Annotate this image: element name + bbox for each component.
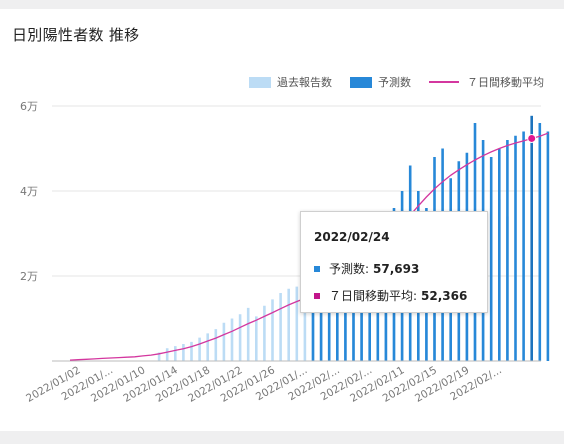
past-report-bar[interactable] bbox=[295, 286, 299, 361]
tooltip-forecast-value: 57,693 bbox=[373, 261, 420, 276]
legend-label-moving-average: ７日間移動平均 bbox=[467, 76, 544, 89]
forecast-bar[interactable] bbox=[506, 140, 509, 361]
past-report-bar[interactable] bbox=[238, 314, 242, 361]
legend-label-forecast: 予測数 bbox=[378, 76, 411, 89]
legend-swatch-past bbox=[249, 76, 271, 88]
past-report-bar[interactable] bbox=[255, 316, 258, 361]
chart-title: 日別陽性者数 推移 bbox=[12, 26, 140, 44]
forecast-bar-active[interactable] bbox=[530, 115, 533, 361]
moving-average-marker bbox=[527, 133, 537, 143]
tooltip-ma-label: ７日間移動平均: bbox=[329, 289, 418, 303]
past-report-bar[interactable] bbox=[303, 301, 307, 362]
legend-item-past[interactable]: 過去報告数 bbox=[249, 74, 332, 90]
past-report-bar[interactable] bbox=[271, 299, 274, 361]
y-tick-label: 4万 bbox=[20, 185, 38, 198]
past-report-bar[interactable] bbox=[165, 348, 169, 361]
legend-item-moving-average[interactable]: ７日間移動平均 bbox=[429, 74, 544, 90]
past-report-bar[interactable] bbox=[246, 307, 250, 361]
past-report-bar[interactable] bbox=[263, 305, 266, 361]
legend-label-past: 過去報告数 bbox=[277, 76, 332, 89]
legend-swatch-forecast bbox=[350, 76, 372, 88]
past-report-bar[interactable] bbox=[190, 341, 193, 361]
forecast-bar[interactable] bbox=[489, 157, 493, 361]
forecast-bar[interactable] bbox=[319, 286, 323, 361]
legend-item-forecast[interactable]: 予測数 bbox=[350, 74, 411, 90]
forecast-bar[interactable] bbox=[514, 135, 517, 361]
chart-tooltip: 2022/02/24 予測数: 57,693 ７日間移動平均: 52,366 bbox=[300, 211, 488, 313]
y-tick-label: 2万 bbox=[20, 270, 38, 283]
y-tick-label: 6万 bbox=[20, 100, 38, 113]
past-report-bar[interactable] bbox=[182, 344, 185, 361]
legend-swatch-moving-average bbox=[429, 81, 459, 83]
tooltip-dot-moving-average bbox=[314, 292, 320, 299]
past-report-bar[interactable] bbox=[214, 329, 218, 361]
past-report-bar[interactable] bbox=[206, 333, 209, 361]
forecast-bar[interactable] bbox=[327, 280, 331, 361]
past-report-bar[interactable] bbox=[230, 318, 234, 362]
past-report-bar[interactable] bbox=[287, 288, 290, 361]
forecast-bar[interactable] bbox=[344, 271, 347, 361]
forecast-bar[interactable] bbox=[336, 276, 339, 361]
past-report-bar[interactable] bbox=[279, 293, 282, 361]
y-axis-ticks: 2万 4万 6万 bbox=[20, 100, 38, 283]
forecast-bar[interactable] bbox=[311, 293, 315, 361]
tooltip-row-forecast: 予測数: 57,693 bbox=[314, 260, 419, 277]
forecast-bar[interactable] bbox=[546, 131, 550, 362]
tooltip-date: 2022/02/24 bbox=[314, 230, 390, 244]
tooltip-forecast-label: 予測数: bbox=[329, 262, 370, 276]
forecast-bar[interactable] bbox=[498, 148, 501, 362]
forecast-bar[interactable] bbox=[538, 123, 542, 361]
chart-legend: 過去報告数 予測数 ７日間移動平均 bbox=[231, 74, 544, 90]
past-report-bar[interactable] bbox=[157, 352, 161, 362]
past-report-bar[interactable] bbox=[198, 337, 201, 361]
past-report-bar[interactable] bbox=[174, 346, 177, 361]
tooltip-ma-value: 52,366 bbox=[421, 288, 468, 303]
tooltip-dot-forecast bbox=[314, 265, 320, 272]
forecast-bar[interactable] bbox=[522, 131, 525, 362]
tooltip-row-moving-average: ７日間移動平均: 52,366 bbox=[314, 287, 467, 304]
past-report-bar[interactable] bbox=[222, 322, 226, 361]
forecast-bar[interactable] bbox=[352, 267, 355, 362]
x-axis-ticks: 2022/01/022022/01/...2022/01/102022/01/1… bbox=[24, 364, 504, 405]
